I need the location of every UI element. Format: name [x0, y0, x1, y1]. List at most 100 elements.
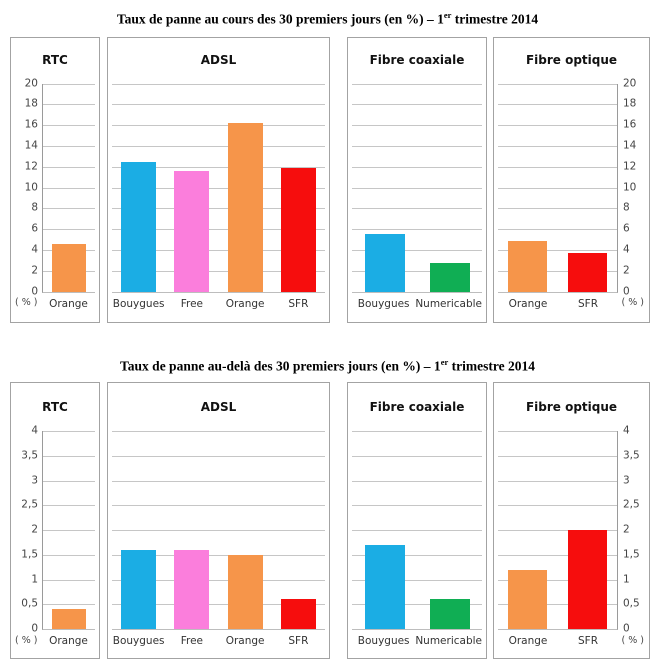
- x-axis-label-bouygues: Bouygues: [112, 297, 165, 310]
- y-axis-tick-label: 2: [623, 523, 630, 536]
- plot-column: Orange SFR: [498, 431, 618, 652]
- panel-fibre-coaxiale: Fibre coaxiale Bouygues Numericable: [347, 382, 487, 659]
- y-axis-tick-label: 0,5: [623, 597, 640, 610]
- gridline: [352, 604, 482, 606]
- plot-column: Bouygues Free Orange SFR: [112, 83, 325, 316]
- gridline: [498, 83, 617, 85]
- bars-layer: [43, 431, 95, 629]
- bar-free: [174, 170, 210, 292]
- gridline: [112, 530, 325, 531]
- gridline: [43, 505, 95, 507]
- y-axis-tick-label: 0: [31, 285, 38, 297]
- panel-group-title: RTC: [42, 52, 68, 67]
- x-axis-label-numericable: Numericable: [415, 635, 482, 647]
- gridline: [43, 229, 95, 231]
- y-axis-ticks: 20 18 16 14 12 10 8 6 4 2 0: [15, 78, 42, 297]
- gridline: [43, 455, 95, 457]
- gridline: [43, 208, 95, 210]
- y-axis-tick-label: 3: [623, 474, 630, 486]
- x-axis-labels: Bouygues Free Orange SFR: [112, 293, 325, 315]
- y-axis-tick-label: 8: [31, 201, 38, 214]
- panel-rtc: RTC 20 18 16 14 12 10 8 6 4 2 0( % ) Orange: [10, 36, 100, 323]
- x-axis-label-free: Free: [180, 635, 204, 647]
- bar-slot-free: [165, 84, 218, 292]
- plot-area: [112, 431, 325, 630]
- y-axis-tick-label: 3,5: [623, 449, 640, 462]
- gridline: [112, 604, 325, 606]
- gridline: [498, 166, 617, 168]
- bar-orange: [508, 569, 548, 629]
- gridline: [112, 579, 325, 581]
- bars-layer: [498, 431, 617, 629]
- panel-group-title: ADSL: [200, 52, 237, 67]
- gridline: [498, 229, 617, 231]
- x-axis-label-sfr: SFR: [577, 297, 598, 310]
- gridline: [43, 554, 95, 556]
- gridline: [112, 83, 325, 85]
- panel-group-title: RTC: [42, 400, 68, 414]
- x-axis-labels: Orange: [42, 630, 95, 652]
- gridline: [43, 431, 95, 432]
- bar-bouygues: [121, 161, 157, 292]
- y-axis-tick-label: 1,5: [623, 548, 640, 561]
- gridline: [498, 125, 617, 127]
- y-axis-tick-label: 2: [31, 523, 38, 536]
- bar-orange: [227, 554, 263, 629]
- bar-orange: [227, 123, 263, 292]
- plot-area: [352, 83, 482, 293]
- x-axis-label-orange: Orange: [49, 635, 88, 647]
- y-axis-unit-label: ( % ): [621, 297, 644, 308]
- y-axis-tick-label: 14: [24, 139, 38, 152]
- panel-group-title: Fibre optique: [525, 400, 618, 414]
- y-axis-tick-label: 4: [623, 424, 630, 437]
- x-axis-label-bouygues: Bouygues: [112, 635, 165, 647]
- gridline: [352, 104, 482, 106]
- gridline: [498, 249, 617, 251]
- x-axis-label-bouygues: Bouygues: [357, 297, 410, 310]
- bar-slot-bouygues: [112, 431, 165, 629]
- gridline: [352, 480, 482, 482]
- chart1-title-sup: er: [443, 10, 452, 20]
- plot-area: [112, 83, 325, 293]
- y-axis-tick-label: 1,5: [21, 548, 38, 561]
- y-axis-tick-label: 1: [623, 573, 630, 585]
- plot-column: Orange: [42, 83, 95, 316]
- x-axis-label-bouygues: Bouygues: [357, 635, 410, 647]
- panel-body: Orange SFR 20 18 16 14 12 10 8 6 4 2 0( % ): [494, 78, 649, 322]
- gridline: [352, 249, 482, 251]
- gridline: [352, 166, 482, 168]
- bar-slot-orange: [498, 431, 558, 629]
- bar-slot-bouygues: [112, 84, 165, 292]
- bars-layer: [352, 431, 482, 629]
- chart1-title: Taux de panne au cours des 30 premiers j…: [0, 8, 655, 27]
- bar-slot-numericable: [417, 84, 482, 292]
- x-axis-labels: Bouygues Free Orange SFR: [112, 630, 325, 652]
- plot-column: Bouygues Numericable: [352, 83, 482, 316]
- bar-free: [174, 549, 210, 629]
- y-axis-unit-label: ( % ): [15, 297, 38, 308]
- gridline: [352, 455, 482, 457]
- bar-slot-bouygues: [352, 84, 417, 292]
- panel-fibre-optique: Fibre optique Orange SFR 4 3,5 3 2,5 2 1,5 1 0,5 0(…: [493, 382, 650, 659]
- panel-group-title: ADSL: [200, 400, 237, 414]
- plot-area: [352, 431, 482, 630]
- bars-layer: [43, 84, 95, 292]
- x-axis-labels: Bouygues Numericable: [352, 630, 482, 652]
- panel-adsl: ADSL Bouygues Free Orange SFR: [107, 382, 330, 659]
- chart2-title: Taux de panne au-delà des 30 premiers jo…: [0, 355, 655, 374]
- chart1-title-text: Taux de panne au cours des 30 premiers j…: [116, 11, 444, 27]
- y-axis-tick-label: 3: [31, 474, 38, 486]
- y-axis-unit-label: ( % ): [621, 634, 644, 646]
- gridline: [498, 579, 617, 581]
- gridline: [498, 530, 617, 531]
- panel-adsl: ADSL Bouygues Free Orange SFR: [107, 36, 330, 323]
- gridline: [352, 270, 482, 272]
- gridline: [112, 145, 325, 147]
- plot-area: [42, 431, 95, 630]
- plot-area: [498, 83, 618, 293]
- panel-group-title: Fibre coaxiale: [369, 52, 465, 67]
- x-axis-label-sfr: SFR: [288, 297, 309, 310]
- gridline: [498, 104, 617, 106]
- gridline: [352, 530, 482, 531]
- bar-slot-sfr: [558, 431, 618, 629]
